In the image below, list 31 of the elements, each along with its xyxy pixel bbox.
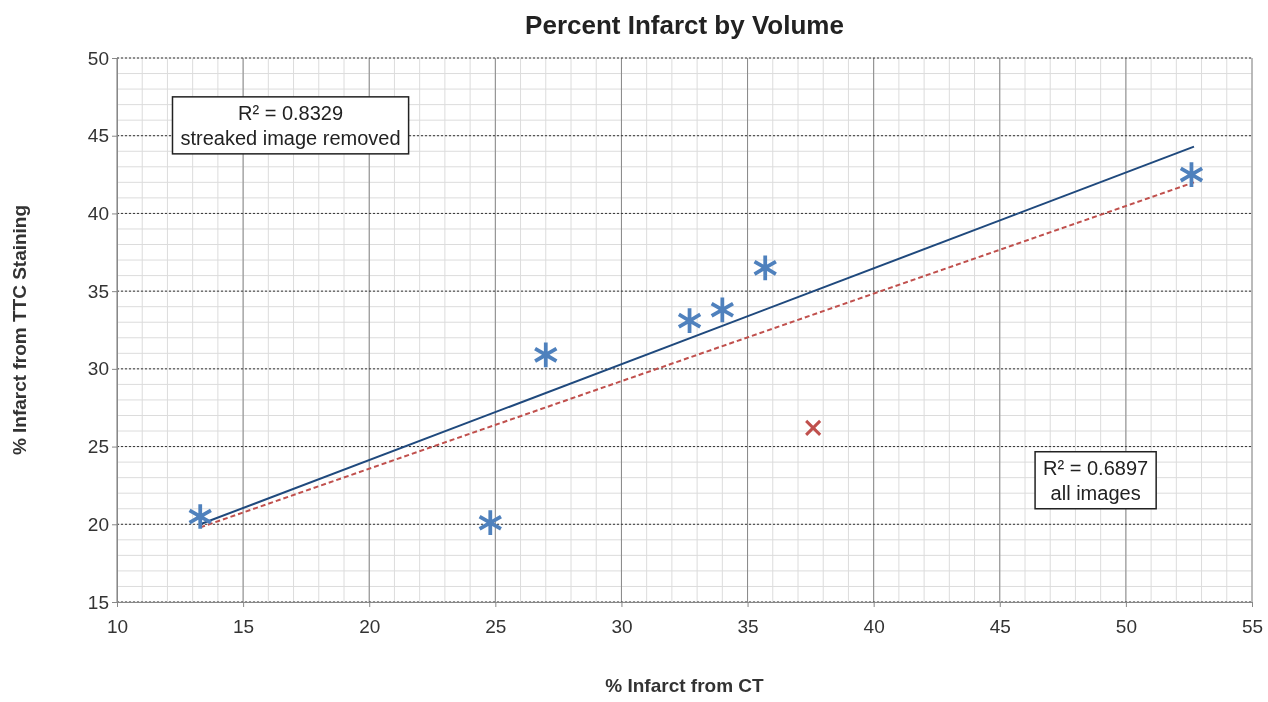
y-tick-label: 50: [87, 47, 109, 69]
chart-title: Percent Infarct by Volume: [525, 10, 844, 40]
annotation: R² = 0.8329 streaked image removed: [180, 101, 401, 149]
x-tick-label: 50: [1115, 615, 1137, 637]
y-tick-label: 15: [87, 591, 109, 613]
point: [534, 342, 558, 368]
y-tick-label: 30: [87, 358, 109, 380]
y-axis-title: % Infarct from TTC Staining: [9, 204, 30, 456]
x-tick-label: 30: [611, 615, 633, 637]
x-tick-label: 55: [1241, 615, 1264, 637]
x-tick-label: 20: [359, 615, 381, 637]
y-tick-label: 25: [87, 436, 109, 458]
point: [753, 255, 777, 281]
y-tick-label: 40: [87, 203, 109, 225]
x-tick-label: 35: [737, 615, 759, 637]
point: [710, 297, 734, 323]
point: [188, 504, 212, 529]
x-tick-label: 25: [485, 615, 507, 637]
x-tick-label: 40: [863, 615, 885, 637]
y-tick-label: 35: [87, 280, 109, 302]
annotation: R² = 0.6897 all images: [1043, 456, 1149, 504]
x-axis-title: % Infarct from CT: [605, 675, 765, 696]
x-tick-label: 15: [233, 615, 255, 637]
y-tick-label: 45: [87, 125, 109, 147]
point: [478, 510, 502, 536]
point: [804, 419, 822, 437]
x-tick-label: 10: [106, 615, 129, 637]
x-tick-label: 45: [989, 615, 1011, 637]
point: [1179, 162, 1204, 187]
point: [677, 308, 702, 334]
y-tick-label: 20: [87, 513, 109, 535]
